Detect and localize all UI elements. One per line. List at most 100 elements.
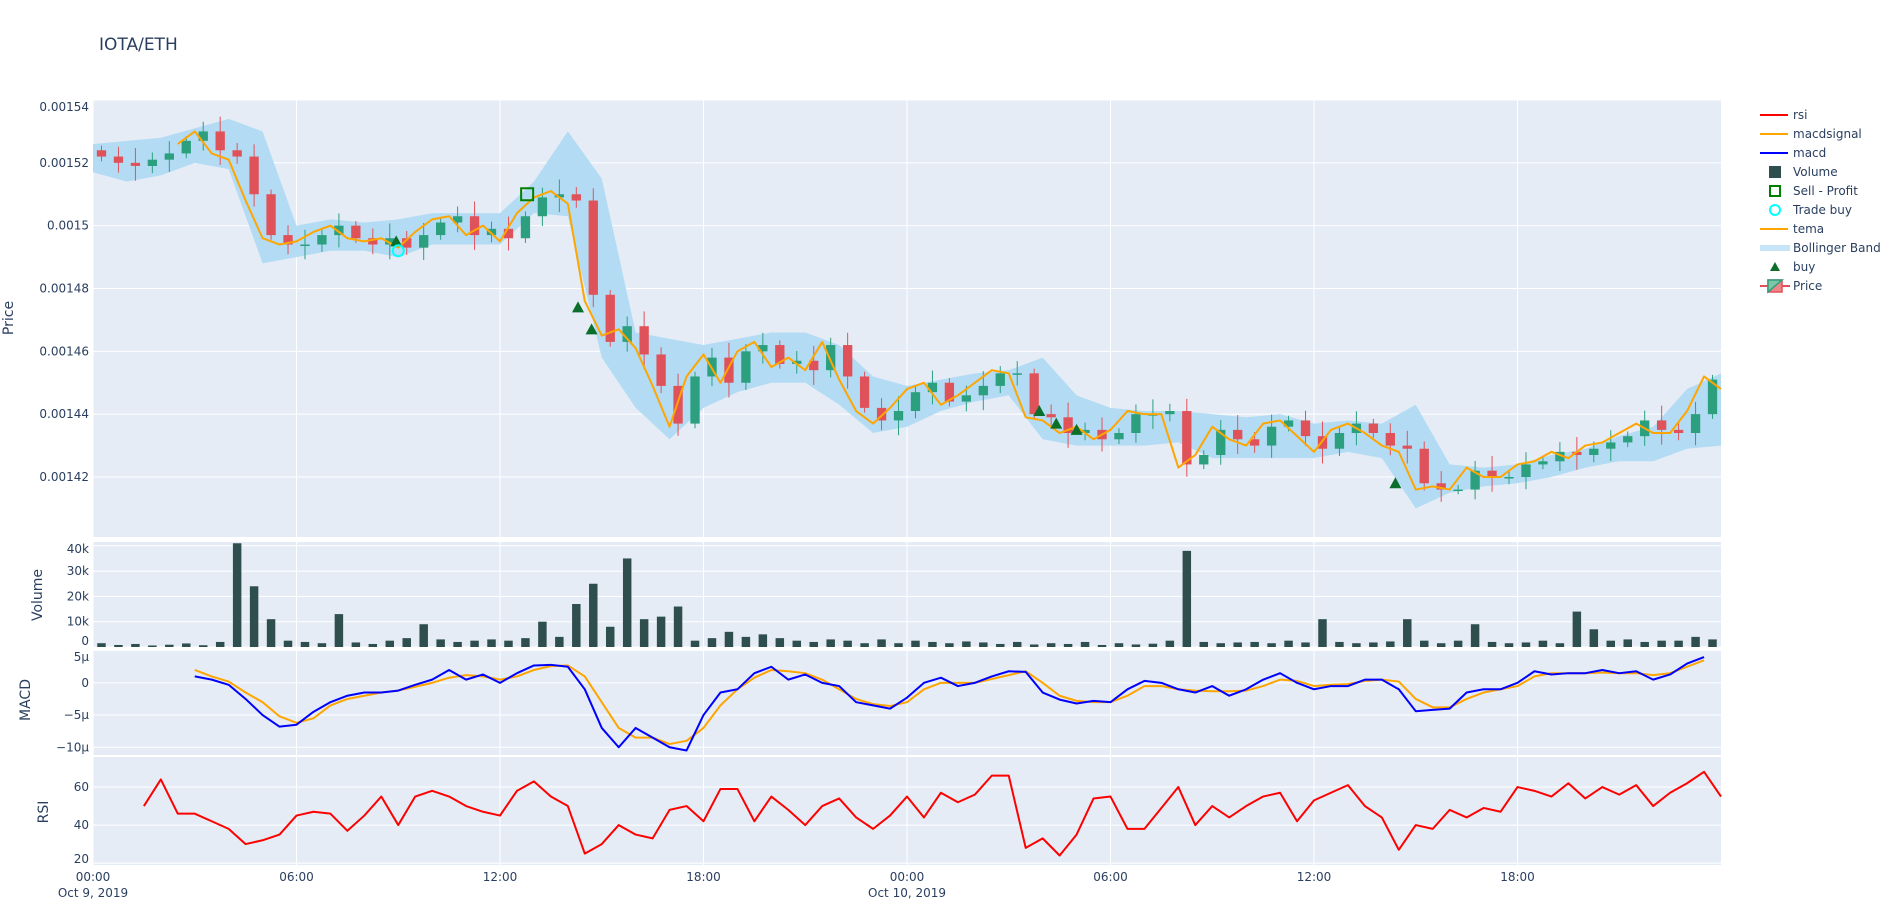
price-y-tick-label: 0.00154	[39, 100, 89, 114]
volume-bar	[1267, 643, 1276, 647]
candle-body	[300, 244, 310, 247]
buy-marker	[1389, 477, 1402, 489]
candle-body	[1436, 483, 1446, 490]
volume-y-tick-label: 10k	[67, 615, 89, 629]
candle-body	[419, 235, 429, 248]
volume-bar	[1216, 643, 1225, 647]
candle-body	[1114, 433, 1124, 440]
legend-item-buy[interactable]: buy	[1770, 260, 1815, 274]
volume-bar	[182, 643, 191, 647]
candle-body	[1216, 429, 1226, 456]
candle-body	[656, 354, 666, 386]
volume-bar	[1012, 641, 1022, 647]
volume-bar	[1453, 640, 1463, 647]
x-tick-label: 06:00	[1093, 870, 1128, 884]
volume-bar	[639, 619, 649, 647]
macd-y-tick-label: 5µ	[74, 650, 90, 664]
candle-body	[1707, 379, 1718, 415]
candle-body	[792, 360, 802, 364]
volume-bar	[1029, 644, 1039, 647]
legend-item-price[interactable]: Price	[1760, 279, 1822, 294]
candle-body	[944, 382, 955, 402]
candle-body	[198, 131, 208, 141]
candle-body	[1538, 461, 1548, 465]
candle-body	[181, 140, 191, 154]
candle-body	[1012, 373, 1022, 375]
volume-bar	[1572, 611, 1582, 647]
candle-body	[215, 131, 225, 151]
legend-label: buy	[1793, 260, 1815, 274]
volume-bar	[1114, 643, 1124, 647]
volume-bar	[1284, 640, 1293, 647]
volume-bar	[605, 626, 615, 647]
volume-bar	[504, 640, 513, 647]
volume-bar	[1165, 640, 1175, 647]
candle-body	[147, 159, 158, 166]
x-tick-label: 18:00	[686, 870, 721, 884]
candle-body	[978, 385, 988, 396]
volume-bar	[1674, 640, 1683, 647]
volume-bar	[1403, 619, 1412, 647]
candle-body	[1368, 423, 1379, 434]
candle-body	[639, 326, 649, 355]
candle-body	[724, 357, 734, 383]
buy-marker	[1070, 423, 1083, 435]
x-tick-label: 18:00	[1500, 870, 1535, 884]
legend-item-volume[interactable]: Volume	[1769, 165, 1838, 179]
candle-body	[622, 326, 632, 342]
candle-body	[317, 235, 327, 245]
volume-bar	[487, 639, 496, 647]
candle-body	[1690, 414, 1701, 434]
price-axis-title: Price	[1, 301, 17, 335]
volume-bar	[1657, 640, 1666, 647]
volume-bar	[249, 586, 259, 647]
candle-body	[1266, 426, 1277, 446]
legend-item-sell-profit[interactable]: Sell - Profit	[1769, 184, 1858, 198]
volume-bar	[538, 621, 547, 647]
candle-body	[1453, 489, 1463, 492]
legend[interactable]: rsi macdsignal macd Volume Sell - Profit Trad…	[1760, 108, 1881, 294]
volume-bar	[300, 641, 310, 647]
band-legend-swatch	[1760, 245, 1790, 251]
candle-body	[842, 345, 853, 377]
volume-bar	[334, 614, 344, 647]
legend-label: macdsignal	[1793, 127, 1862, 141]
volume-bar	[1131, 644, 1141, 647]
square-legend-icon	[1769, 166, 1781, 178]
candle-body	[1589, 448, 1599, 456]
volume-y-tick-label: 20k	[67, 589, 89, 603]
volume-bar	[928, 641, 937, 647]
x-tick-label: 06:00	[279, 870, 314, 884]
candle-body	[435, 222, 446, 236]
x-tick-label: 00:00	[76, 870, 111, 884]
volume-bar	[1419, 640, 1429, 647]
candle-body	[469, 216, 480, 236]
legend-item-rsi[interactable]: rsi	[1760, 108, 1808, 122]
legend-label: macd	[1793, 146, 1826, 160]
candle-body	[995, 373, 1005, 386]
volume-bar	[690, 640, 700, 647]
volume-bar	[775, 638, 785, 647]
legend-item-trade-buy[interactable]: Trade buy	[1769, 203, 1852, 217]
candle-body	[1199, 455, 1209, 465]
candle-body	[826, 345, 836, 371]
volume-bar	[215, 641, 225, 647]
volume-bar	[1436, 643, 1446, 647]
candle-body	[571, 194, 581, 201]
candle-body	[775, 345, 785, 364]
rsi-axis-title: RSI	[36, 801, 52, 824]
volume-bar	[792, 640, 802, 647]
candle-body	[334, 225, 344, 236]
volume-bar	[1640, 641, 1649, 647]
legend-item-tema[interactable]: tema	[1760, 222, 1824, 236]
candle-body	[605, 294, 615, 342]
volume-bar	[1199, 641, 1209, 647]
legend-item-macd[interactable]: macd	[1760, 146, 1826, 160]
legend-item-macdsignal[interactable]: macdsignal	[1760, 127, 1862, 141]
candle-body	[690, 376, 700, 424]
candle-body	[1656, 420, 1667, 430]
legend-item-bollinger-band[interactable]: Bollinger Band	[1760, 241, 1881, 255]
candle-body	[961, 395, 972, 402]
volume-bar	[1335, 641, 1344, 647]
sell-profit-marker	[520, 187, 535, 202]
